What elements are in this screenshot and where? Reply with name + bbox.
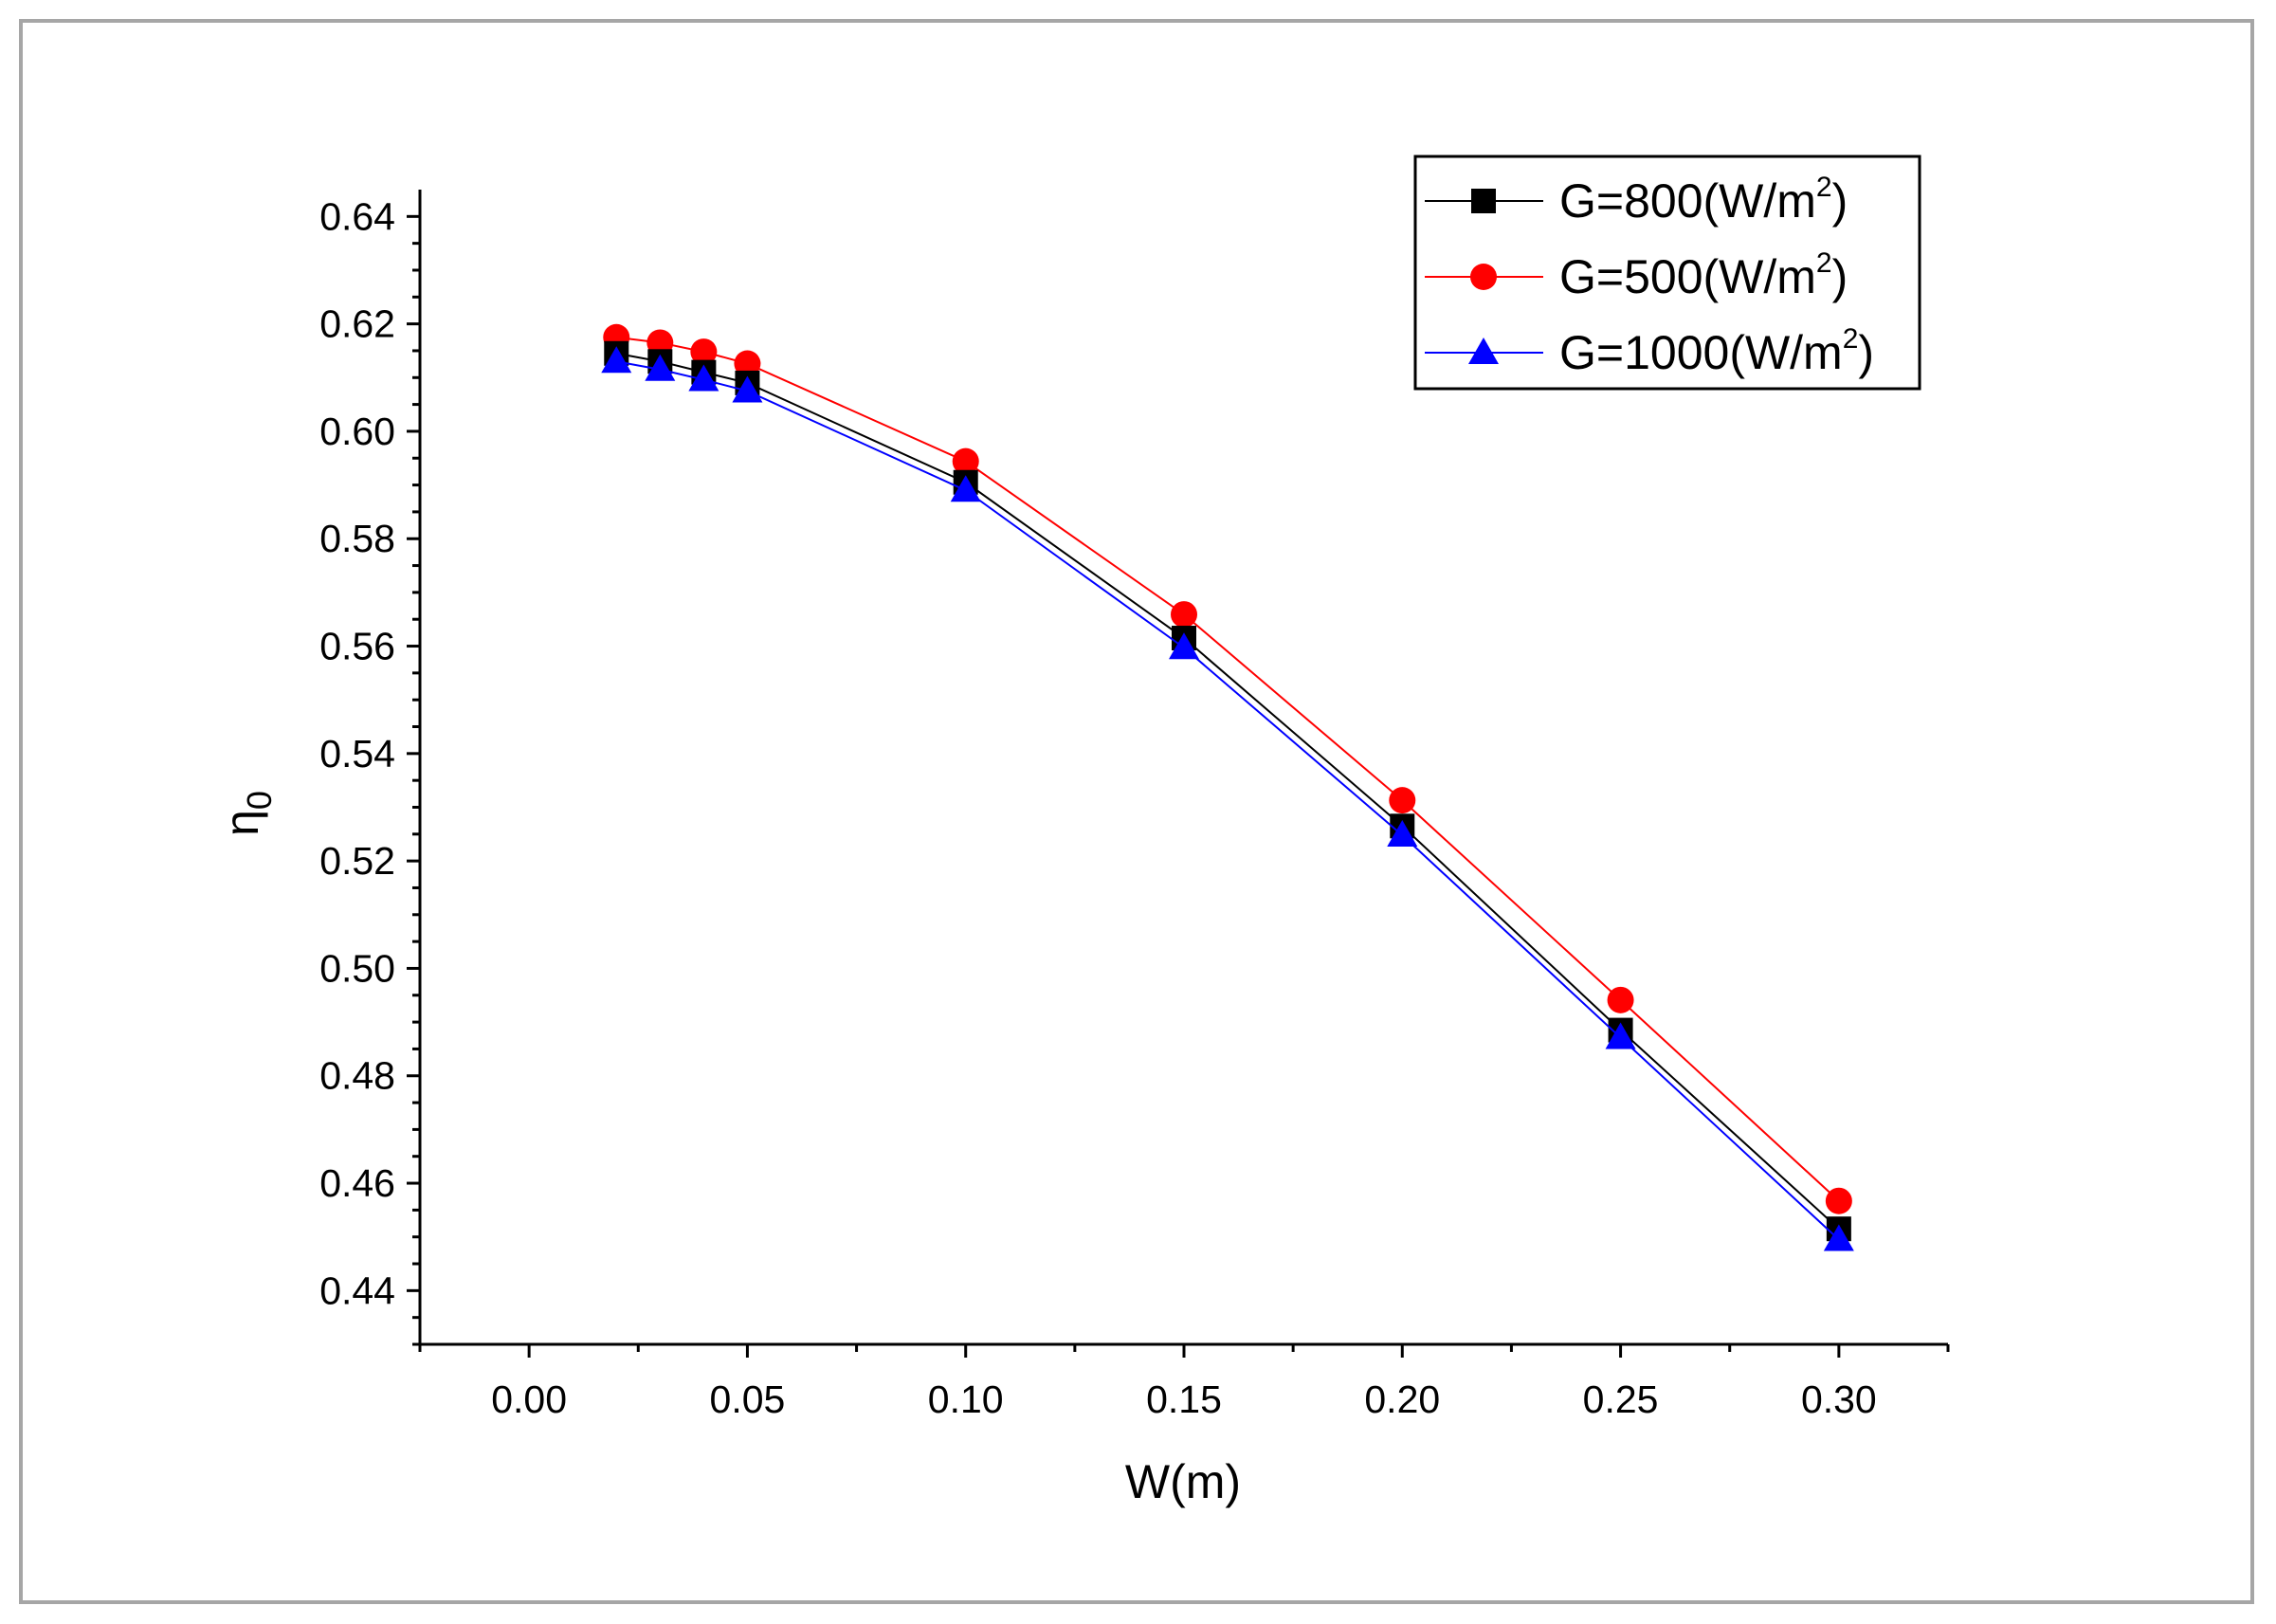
data-point <box>1825 1187 1852 1214</box>
legend-label: G=800(W/m2) <box>1559 172 1848 228</box>
series-line <box>616 352 1840 1230</box>
y-tick-label: 0.46 <box>319 1161 395 1205</box>
y-axis-title: η0 <box>215 791 279 836</box>
legend-marker <box>1468 338 1499 364</box>
y-axis-title-main: η <box>215 810 268 836</box>
series-square <box>604 340 1851 1242</box>
y-tick-label: 0.52 <box>319 839 395 883</box>
y-tick-label: 0.58 <box>319 517 395 560</box>
y-tick-label: 0.54 <box>319 732 395 776</box>
legend-marker <box>1470 264 1497 290</box>
data-point <box>1823 1224 1854 1251</box>
data-point <box>950 475 981 502</box>
data-point <box>732 375 763 403</box>
y-tick-label: 0.48 <box>319 1054 395 1098</box>
y-tick-label: 0.64 <box>319 194 395 238</box>
data-point <box>1607 986 1634 1013</box>
data-point <box>734 350 761 377</box>
legend-entry: G=800(W/m2) <box>1425 172 1848 228</box>
data-point <box>688 364 719 392</box>
y-tick-label: 0.44 <box>319 1268 395 1312</box>
data-point <box>1387 819 1418 847</box>
y-tick-label: 0.56 <box>319 625 395 668</box>
y-tick-label: 0.62 <box>319 302 395 346</box>
legend-marker <box>1471 189 1496 213</box>
data-point <box>952 447 979 475</box>
data-point <box>601 346 632 374</box>
data-point <box>1389 787 1416 814</box>
x-tick-label: 0.00 <box>491 1378 567 1421</box>
y-tick-label: 0.50 <box>319 946 395 990</box>
x-tick-label: 0.30 <box>1801 1378 1877 1421</box>
legend-label: G=500(W/m2) <box>1559 247 1848 303</box>
legend-label: G=1000(W/m2) <box>1559 323 1874 379</box>
data-point <box>645 354 676 381</box>
x-tick-label: 0.15 <box>1146 1378 1222 1421</box>
data-point <box>1605 1022 1636 1049</box>
legend-box <box>1413 155 1921 391</box>
series-layer <box>601 323 1854 1251</box>
x-tick-label: 0.05 <box>710 1378 786 1421</box>
series-line <box>616 336 1840 1202</box>
x-tick-label: 0.10 <box>928 1378 1004 1421</box>
legend: G=800(W/m2) G=500(W/m2) G=1000(W/m2) <box>1413 155 1921 391</box>
series-circle <box>603 323 1852 1214</box>
series-line <box>616 360 1840 1241</box>
x-tick-label: 0.25 <box>1583 1378 1659 1421</box>
x-tick-label: 0.20 <box>1364 1378 1440 1421</box>
legend-entry: G=500(W/m2) <box>1425 247 1848 303</box>
x-axis-title: W(m) <box>1125 1455 1241 1508</box>
data-point <box>1171 601 1197 629</box>
data-point <box>690 338 718 366</box>
data-point <box>1169 632 1199 660</box>
series-triangle <box>601 346 1854 1251</box>
ticks: 0.00 0.05 0.10 0.15 0.20 0.25 0.30 0.44 0.46 0.48… <box>319 194 1950 1421</box>
legend-entry: G=1000(W/m2) <box>1425 323 1874 379</box>
y-axis-title-subscript: 0 <box>240 791 279 810</box>
y-tick-label: 0.60 <box>319 410 395 453</box>
